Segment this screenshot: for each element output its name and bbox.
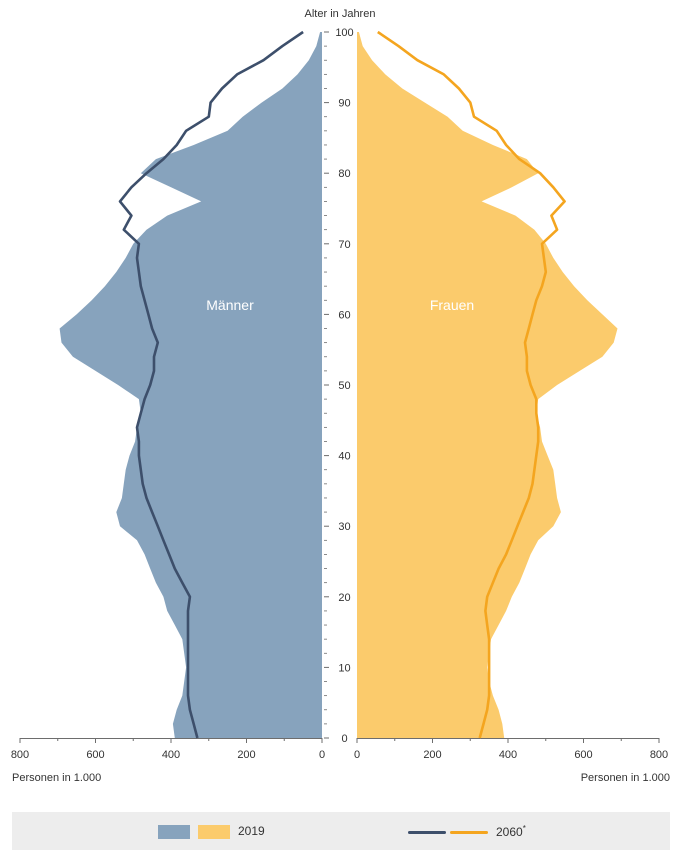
x-axis-title-left: Personen in 1.000 — [12, 772, 101, 784]
men-label: Männer — [206, 297, 254, 313]
age-tick-label: 60 — [338, 309, 350, 321]
area-men-2019 — [59, 32, 322, 738]
x-tick-label-left: 200 — [237, 749, 255, 761]
legend: 2019 2060* — [12, 812, 670, 850]
y-axis-title: Alter in Jahren — [305, 8, 376, 20]
x-tick-label-left: 0 — [319, 749, 325, 761]
age-tick-label: 40 — [338, 451, 350, 463]
age-tick-label: 100 — [335, 27, 353, 39]
x-tick-label-right: 400 — [499, 749, 517, 761]
x-tick-label-right: 600 — [574, 749, 592, 761]
age-tick-label: 20 — [338, 592, 350, 604]
age-tick-label: 90 — [338, 98, 350, 110]
age-tick-label: 10 — [338, 662, 350, 674]
age-tick-label: 80 — [338, 168, 350, 180]
age-tick-label: 70 — [338, 239, 350, 251]
legend-swatch-women-2019 — [198, 825, 230, 839]
axes-layer: 800 600 400 200 0 0 200 400 600 80001020304050607… — [11, 27, 668, 761]
line-women-2060 — [377, 30, 566, 739]
women-label: Frauen — [430, 297, 474, 313]
legend-label-2060-mark: * — [522, 824, 526, 833]
population-pyramid-chart: Alter in Jahren 800 600 400 200 0 0 200 400 600 8… — [11, 8, 670, 784]
x-tick-label-left: 800 — [11, 749, 29, 761]
line-men-2060 — [118, 30, 304, 739]
x-tick-label-right: 800 — [650, 749, 668, 761]
age-tick-label: 50 — [338, 380, 350, 392]
legend-label-2060-text: 2060 — [496, 825, 523, 839]
age-tick-label: 0 — [341, 733, 347, 745]
area-women-2019 — [357, 32, 618, 738]
age-tick-label: 30 — [338, 521, 350, 533]
legend-swatch-men-2019 — [158, 825, 190, 839]
x-axis-title-right: Personen in 1.000 — [581, 772, 670, 784]
x-tick-label-right: 200 — [423, 749, 441, 761]
x-tick-label-right: 0 — [354, 749, 360, 761]
legend-label-2060: 2060* — [496, 824, 526, 839]
legend-line-men-2060 — [408, 831, 446, 834]
areas-layer — [59, 32, 618, 738]
x-tick-label-left: 400 — [162, 749, 180, 761]
legend-label-2019: 2019 — [238, 824, 265, 838]
lines-layer — [118, 30, 566, 739]
x-tick-label-left: 600 — [86, 749, 104, 761]
legend-line-women-2060 — [450, 831, 488, 834]
